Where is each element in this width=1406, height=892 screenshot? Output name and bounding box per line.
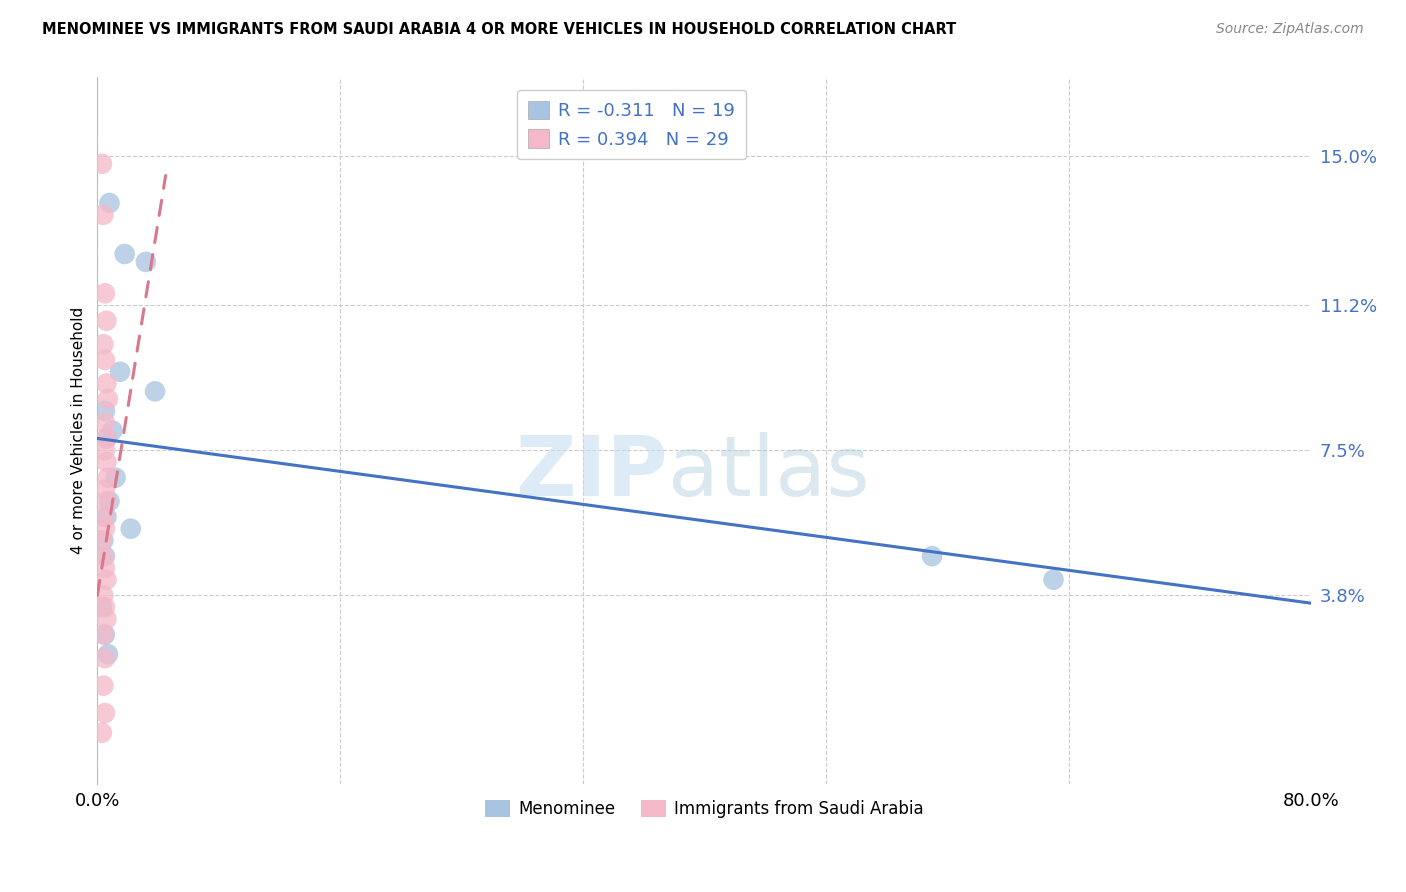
Point: [94, 353, 117, 368]
Point: [94, 416, 117, 430]
Point: [97, 471, 120, 485]
Point: [90, 533, 112, 548]
Point: [93, 337, 115, 351]
Point: [93, 549, 115, 563]
Text: MENOMINEE VS IMMIGRANTS FROM SAUDI ARABIA 4 OR MORE VEHICLES IN HOUSEHOLD CORREL: MENOMINEE VS IMMIGRANTS FROM SAUDI ARABI…: [42, 22, 956, 37]
Point: [90, 600, 112, 615]
Point: [96, 432, 118, 446]
Point: [94, 522, 117, 536]
Point: [98, 494, 121, 508]
Point: [94, 549, 117, 563]
Point: [108, 365, 131, 379]
Point: [94, 483, 117, 497]
Text: Source: ZipAtlas.com: Source: ZipAtlas.com: [1216, 22, 1364, 37]
Point: [921, 549, 943, 563]
Point: [97, 647, 120, 661]
Point: [96, 376, 118, 391]
Point: [143, 384, 166, 399]
Point: [114, 247, 136, 261]
Point: [94, 561, 117, 575]
Point: [1042, 573, 1064, 587]
Point: [94, 286, 117, 301]
Point: [93, 533, 115, 548]
Point: [101, 424, 124, 438]
Point: [94, 404, 117, 418]
Point: [90, 157, 112, 171]
Point: [94, 443, 117, 458]
Point: [96, 509, 118, 524]
Point: [97, 392, 120, 407]
Point: [96, 432, 118, 446]
Point: [93, 627, 115, 641]
Point: [96, 573, 118, 587]
Y-axis label: 4 or more Vehicles in Household: 4 or more Vehicles in Household: [72, 307, 86, 554]
Point: [93, 679, 115, 693]
Point: [94, 627, 117, 641]
Point: [98, 196, 121, 211]
Point: [104, 471, 127, 485]
Point: [96, 455, 118, 469]
Point: [94, 651, 117, 665]
Point: [135, 255, 157, 269]
Point: [120, 522, 142, 536]
Point: [90, 725, 112, 739]
Text: ZIP: ZIP: [516, 433, 668, 514]
Point: [93, 208, 115, 222]
Point: [96, 494, 118, 508]
Point: [94, 706, 117, 720]
Point: [96, 612, 118, 626]
Legend: Menominee, Immigrants from Saudi Arabia: Menominee, Immigrants from Saudi Arabia: [478, 793, 931, 825]
Point: [93, 588, 115, 602]
Text: atlas: atlas: [668, 433, 870, 514]
Point: [93, 509, 115, 524]
Point: [96, 314, 118, 328]
Point: [94, 600, 117, 615]
